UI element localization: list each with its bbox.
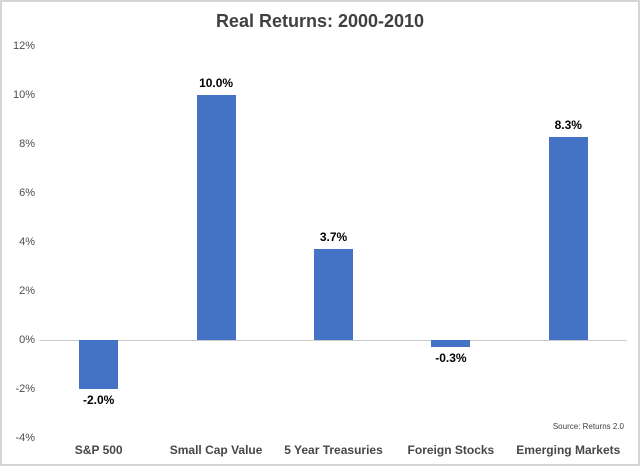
category-label-small-cap-value: Small Cap Value (169, 443, 263, 457)
category-label-s-p-500: S&P 500 (74, 443, 123, 457)
category-label-emerging-markets: Emerging Markets (516, 443, 621, 457)
bar-5-year-treasuries (314, 249, 353, 340)
bar-emerging-markets (548, 136, 588, 340)
y-tick-label: 8% (19, 138, 35, 150)
bar-value-label: 8.3% (554, 117, 582, 132)
bar-small-cap-value (196, 95, 236, 340)
y-tick-label: 2% (19, 285, 35, 297)
y-tick-label: -4% (15, 432, 35, 444)
y-tick-label: 0% (19, 334, 35, 346)
bar-value-label: -0.3% (435, 351, 467, 366)
bar-foreign-stocks (431, 340, 471, 348)
bar-value-label: 10.0% (199, 76, 234, 90)
bar-value-label: 3.7% (319, 230, 348, 245)
category-label-5-year-treasuries: 5 Year Treasuries (284, 443, 383, 457)
chart-title: Real Returns: 2000-2010 (215, 11, 425, 31)
category-label-foreign-stocks: Foreign Stocks (407, 443, 495, 457)
bar-value-label: -2.0% (83, 393, 115, 407)
bar-s-p-500 (79, 340, 119, 389)
y-tick-label: -2% (15, 383, 35, 395)
y-tick-label: 6% (19, 187, 35, 199)
zero-axis-line (40, 340, 627, 341)
y-tick-label: 4% (19, 236, 35, 248)
y-tick-label: 10% (12, 89, 35, 101)
y-tick-label: 12% (12, 40, 35, 52)
source-note: Source: Returns 2.0 (552, 422, 624, 431)
